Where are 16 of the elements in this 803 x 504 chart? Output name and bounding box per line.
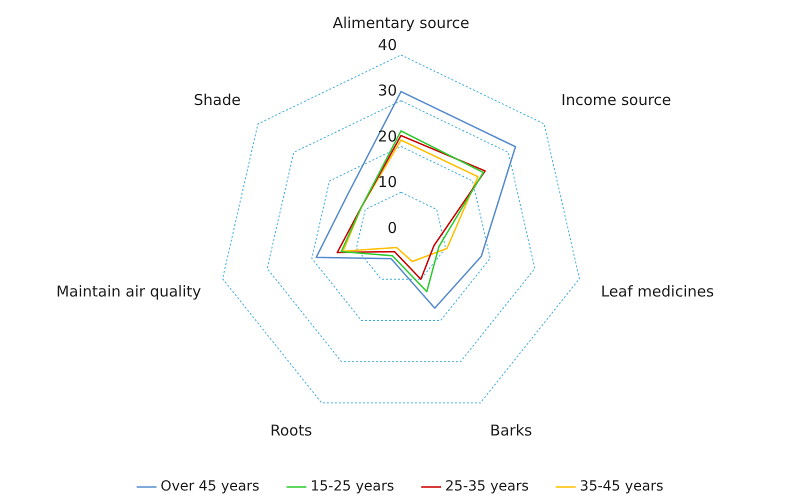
legend-label: 25-35 years	[445, 478, 529, 495]
spoke-label: Income source	[561, 91, 672, 110]
legend-label: 35-45 years	[580, 478, 664, 495]
legend-label: Over 45 years	[160, 478, 260, 495]
spoke-label: Shade	[194, 91, 241, 110]
legend-label: 15-25 years	[310, 478, 394, 495]
spoke-label: Maintain air quality	[56, 282, 202, 301]
spoke-label: Alimentary source	[332, 14, 470, 32]
spoke-label: Barks	[490, 422, 532, 440]
spoke-label: Roots	[270, 422, 312, 440]
y-tick-label: 0	[387, 218, 397, 237]
spoke-label: Leaf medicines	[600, 282, 714, 301]
y-tick-label: 30	[378, 82, 397, 100]
y-tick-label: 20	[378, 127, 397, 146]
y-tick-label: 40	[378, 36, 397, 54]
y-tick-label: 10	[378, 173, 397, 192]
